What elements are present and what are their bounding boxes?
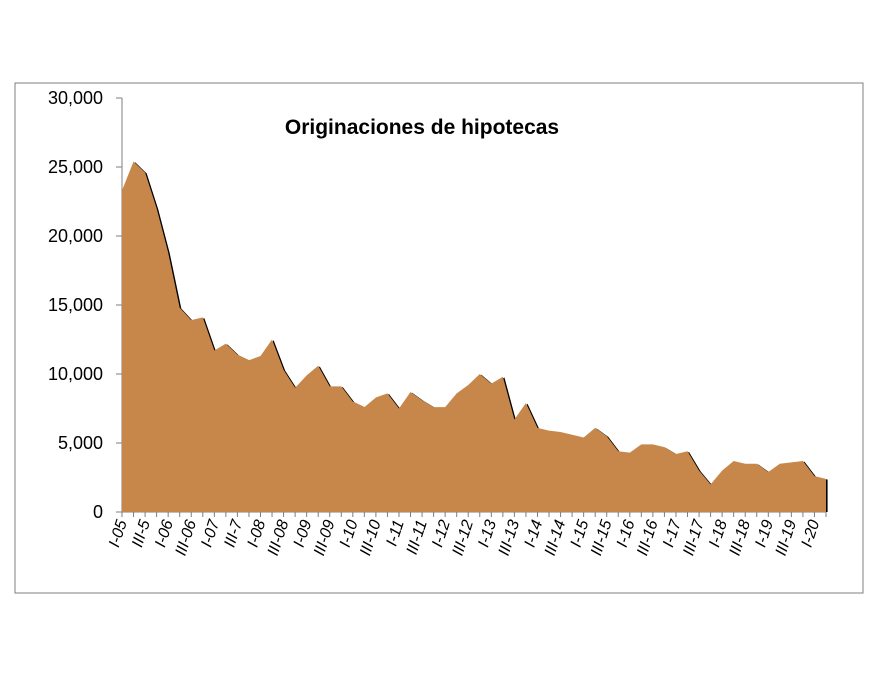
y-tick-label: 15,000 xyxy=(48,295,103,315)
y-tick-label: 25,000 xyxy=(48,157,103,177)
series-area-fill xyxy=(122,161,826,513)
y-tick-label: 30,000 xyxy=(48,88,103,108)
y-tick-label: 10,000 xyxy=(48,364,103,384)
series-area xyxy=(122,161,828,513)
y-tick-label: 20,000 xyxy=(48,226,103,246)
y-tick-label: 5,000 xyxy=(58,433,103,453)
y-tick-label: 0 xyxy=(93,502,103,522)
chart-title: Originaciones de hipotecas xyxy=(285,116,559,139)
